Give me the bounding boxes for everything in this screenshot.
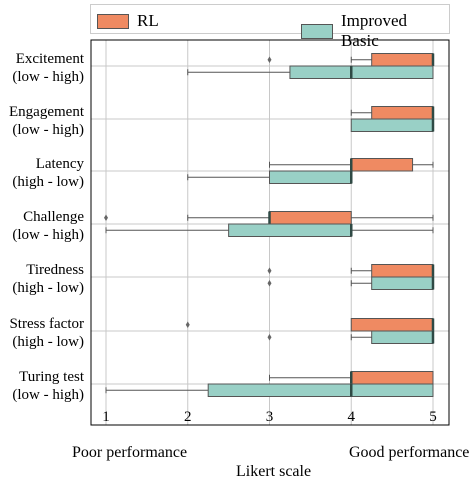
box-improved-basic-1 xyxy=(289,65,434,79)
flier-rl-1-1 xyxy=(267,56,272,63)
box-rl-1 xyxy=(371,53,434,67)
flier-improved-basic-6-1 xyxy=(267,334,272,341)
flier-improved-basic-5-1 xyxy=(267,280,272,287)
y-category-label-4: Challenge (low - high) xyxy=(12,209,84,243)
legend-item-rl: RL xyxy=(97,11,159,31)
y-category-label-2: Engagement (low - high) xyxy=(9,104,85,138)
y-category-label-3: Latency (high - low) xyxy=(12,156,84,190)
plot-frame xyxy=(90,39,450,426)
box-rl-7 xyxy=(350,371,434,385)
box-rl-2 xyxy=(371,106,434,120)
x-tick-label-1: 1 xyxy=(102,409,110,425)
flier-rl-4-1 xyxy=(104,214,108,221)
flier-rl-5-1 xyxy=(267,267,272,274)
x-tick-label-3: 3 xyxy=(266,409,274,425)
legend-label-improved-basic: Improved Basic xyxy=(340,11,408,50)
box-improved-basic-6 xyxy=(371,330,434,344)
legend-swatch-rl xyxy=(97,13,129,29)
legend-item-improved-basic: Improved Basic xyxy=(301,11,449,51)
x-tick-label-5: 5 xyxy=(429,409,437,425)
y-category-label-6: Stress factor (high - low) xyxy=(9,316,84,350)
flier-rl-6-1 xyxy=(185,321,190,328)
y-category-label-1: Excitement (low - high) xyxy=(12,51,84,85)
box-rl-4 xyxy=(269,211,352,225)
y-category-label-7: Turing test (low - high) xyxy=(12,369,84,403)
box-improved-basic-4 xyxy=(228,223,352,237)
box-rl-3 xyxy=(350,158,414,172)
x-tick-label-4: 4 xyxy=(348,409,356,425)
good-performance-label: Good performance xyxy=(349,444,470,461)
box-improved-basic-3 xyxy=(269,170,352,184)
x-axis-label: Likert scale xyxy=(236,463,312,480)
box-rl-5 xyxy=(371,264,434,278)
legend: RL Improved Basic xyxy=(90,4,450,50)
box-improved-basic-2 xyxy=(350,118,434,132)
box-improved-basic-7 xyxy=(207,383,434,397)
poor-performance-label: Poor performance xyxy=(72,444,188,461)
legend-label-rl: RL xyxy=(137,11,159,30)
legend-swatch-improved-basic xyxy=(301,23,333,39)
box-rl-6 xyxy=(350,318,434,332)
x-tick-label-2: 2 xyxy=(184,409,192,425)
box-improved-basic-5 xyxy=(371,276,434,290)
y-category-label-5: Tiredness (high - low) xyxy=(12,262,84,296)
